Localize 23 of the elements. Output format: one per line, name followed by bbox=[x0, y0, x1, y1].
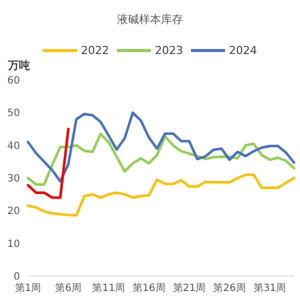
y-tick-label: 30 bbox=[7, 174, 20, 185]
y-tick-label: 60 bbox=[7, 76, 20, 87]
y-axis-title: 万吨 bbox=[8, 58, 30, 73]
x-tick-label: 第21周 bbox=[172, 282, 206, 294]
y-tick-label: 10 bbox=[7, 238, 20, 250]
y-tick-label: 0 bbox=[14, 272, 20, 283]
y-tick-label: 40 bbox=[7, 140, 20, 152]
x-tick-label: 第31周 bbox=[253, 282, 286, 294]
line-series bbox=[26, 111, 296, 183]
x-tick-label: 第11周 bbox=[92, 282, 125, 294]
legend-label: 2023 bbox=[155, 44, 183, 57]
line-series bbox=[26, 132, 296, 186]
legend-label: 2022 bbox=[81, 44, 109, 57]
x-tick-label: 第1周 bbox=[14, 282, 42, 294]
y-tick-label: 20 bbox=[7, 206, 20, 218]
x-tick-label: 第6周 bbox=[55, 282, 82, 294]
chart-title: 液碱样本库存 bbox=[116, 12, 184, 27]
line-series bbox=[26, 128, 70, 199]
x-tick-label: 第16周 bbox=[132, 282, 166, 294]
x-tick-label: 第26周 bbox=[213, 282, 246, 294]
line-series bbox=[26, 173, 296, 216]
legend-label: 2024 bbox=[229, 44, 257, 57]
y-tick-label: 50 bbox=[7, 108, 20, 120]
